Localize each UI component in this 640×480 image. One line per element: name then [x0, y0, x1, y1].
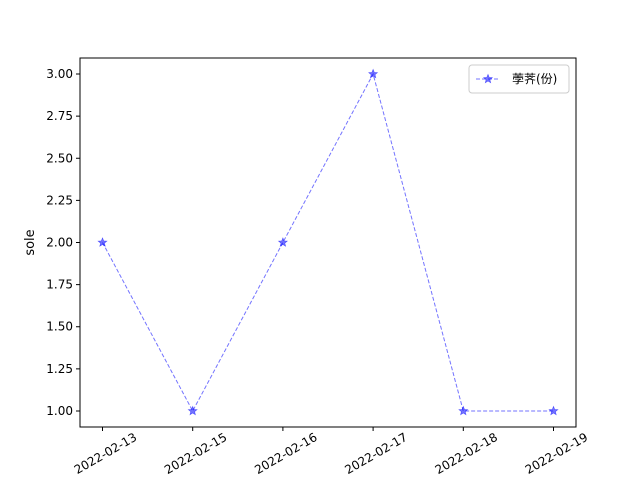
data-point-marker — [97, 237, 108, 247]
series-line — [102, 72, 554, 413]
x-tick-label: 2022-02-17 — [342, 430, 409, 477]
y-tick-label: 1.50 — [46, 320, 73, 334]
data-point-marker — [277, 237, 289, 247]
y-tick-label: 1.75 — [46, 278, 73, 292]
x-tick-label: 2022-02-18 — [433, 430, 500, 477]
data-point-marker — [187, 405, 198, 416]
legend: 荸荠(份) — [468, 64, 570, 94]
legend-star-marker — [482, 73, 494, 84]
series-layer — [97, 68, 559, 416]
axes-frame — [79, 57, 577, 428]
y-tick-label: 1.25 — [46, 362, 73, 376]
y-axis-label: sole — [23, 229, 38, 255]
data-point-marker — [548, 405, 559, 416]
y-tick-label: 2.00 — [46, 236, 73, 250]
y-tick-label: 3.00 — [46, 67, 73, 81]
data-point-marker — [458, 405, 469, 416]
y-tick-label: 1.00 — [46, 404, 73, 418]
x-tick-label: 2022-02-13 — [72, 430, 139, 477]
data-point-marker — [367, 68, 379, 79]
y-tick-label: 2.75 — [46, 109, 73, 123]
y-tick-label: 2.25 — [46, 193, 73, 207]
legend-box — [468, 64, 570, 94]
legend-label: 荸荠(份) — [512, 72, 557, 86]
plot-area: 1.00 1.25 1.50 1.75 2.00 2.25 2.50 2.75 3.00 202… — [46, 57, 590, 477]
x-axis: 2022-02-13 2022-02-15 2022-02-16 2022-02-17… — [72, 427, 590, 477]
x-tick-label: 2022-02-16 — [252, 430, 319, 477]
x-tick-label: 2022-02-19 — [523, 430, 590, 477]
y-axis: 1.00 1.25 1.50 1.75 2.00 2.25 2.50 2.75 3.00 — [46, 67, 80, 418]
y-tick-label: 2.50 — [46, 151, 73, 165]
x-tick-label: 2022-02-15 — [162, 430, 229, 477]
